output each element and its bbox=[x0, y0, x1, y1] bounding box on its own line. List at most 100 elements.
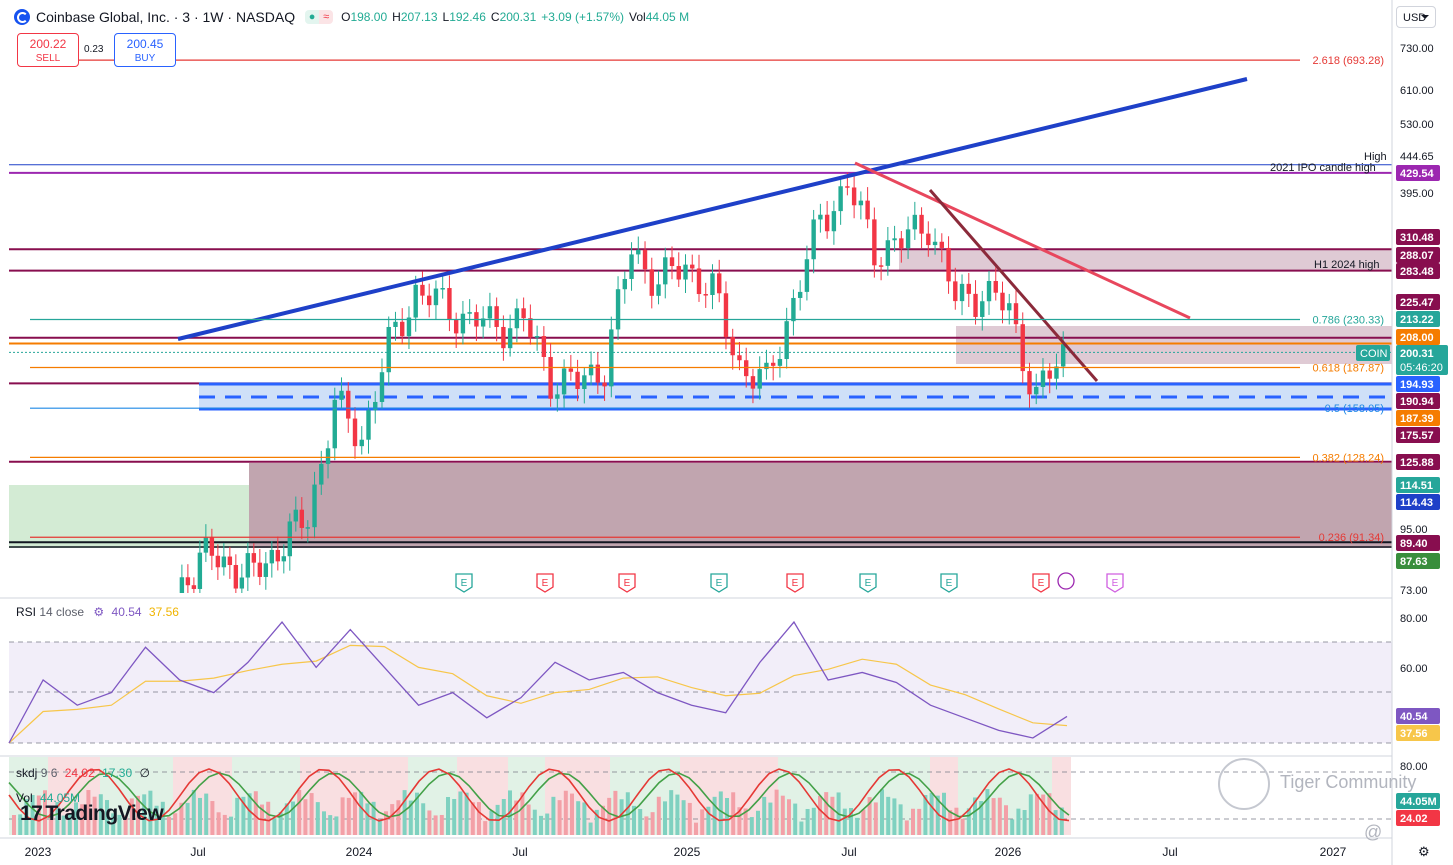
price-tag-text-6: 208.00 bbox=[1400, 332, 1434, 344]
candle-body bbox=[426, 295, 432, 306]
price-tag-4 bbox=[1396, 294, 1440, 310]
price-tag-3 bbox=[1396, 263, 1440, 279]
ipo-annotation: 2021 IPO candle high bbox=[1270, 162, 1376, 174]
skdj-pane bbox=[0, 755, 1392, 835]
candle-body bbox=[501, 326, 506, 349]
volume-bar bbox=[284, 803, 289, 835]
candle-body bbox=[851, 187, 857, 206]
volume-bar bbox=[861, 809, 866, 835]
candle-body bbox=[966, 283, 971, 294]
volume-bar bbox=[594, 809, 599, 835]
volume-bar bbox=[464, 792, 469, 835]
volume-bar bbox=[532, 809, 537, 835]
candle-body bbox=[615, 289, 621, 330]
earnings-letter-8: E bbox=[1112, 578, 1119, 589]
candle-body bbox=[831, 211, 837, 232]
volume-bar bbox=[173, 813, 178, 835]
last-price-value: 200.31 bbox=[1400, 348, 1434, 360]
sell-button[interactable]: 200.22 SELL bbox=[17, 33, 79, 67]
price-tag-5 bbox=[1396, 311, 1440, 327]
ohlc-volume: Vol44.05 M bbox=[629, 10, 690, 24]
volume-legend[interactable]: Vol 44.05M bbox=[16, 791, 81, 805]
symbol-title[interactable]: Coinbase Global, Inc. · 3 · 1W · NASDAQ bbox=[36, 9, 296, 25]
volume-bar bbox=[67, 814, 72, 835]
volume-bar bbox=[30, 795, 35, 835]
volume-bar bbox=[526, 804, 531, 835]
price-tag-text-15: 87.63 bbox=[1400, 556, 1428, 568]
candle-body bbox=[1027, 371, 1032, 395]
candle-body bbox=[393, 321, 398, 327]
candle-body bbox=[757, 369, 762, 389]
buy-button[interactable]: 200.45 BUY bbox=[114, 33, 176, 67]
falling-trendline bbox=[854, 161, 1191, 320]
volume-bar bbox=[799, 821, 804, 835]
price-tag-1 bbox=[1396, 229, 1440, 245]
volume-bar bbox=[1004, 805, 1008, 835]
candle-body bbox=[568, 368, 574, 372]
candle-body bbox=[683, 264, 688, 280]
volume-bar bbox=[935, 795, 940, 835]
price-tag-14 bbox=[1396, 535, 1440, 551]
price-tag-text-5: 213.22 bbox=[1400, 314, 1434, 326]
candle-body bbox=[932, 241, 938, 246]
candle-body bbox=[447, 288, 452, 320]
volume-bar bbox=[892, 798, 897, 835]
price-tag-11 bbox=[1396, 454, 1440, 470]
rsi-settings-icon[interactable]: ⚙ bbox=[93, 605, 105, 619]
volume-bar bbox=[1016, 808, 1021, 835]
candle-body bbox=[275, 549, 281, 562]
volume-bar bbox=[489, 810, 494, 835]
rsi-pane bbox=[0, 597, 1392, 744]
volume-bar bbox=[297, 789, 302, 835]
earnings-letter-5: E bbox=[865, 578, 872, 589]
volume-bar bbox=[117, 814, 122, 835]
volume-bar bbox=[353, 792, 357, 835]
volume-bar bbox=[731, 792, 736, 835]
candle-body bbox=[919, 214, 924, 234]
volume-bar bbox=[433, 815, 438, 835]
horizontal-levels bbox=[9, 164, 1392, 548]
volume-bar bbox=[973, 797, 977, 835]
candle-body bbox=[663, 257, 668, 285]
skdj-d-line bbox=[8, 772, 1070, 818]
candle-body bbox=[257, 562, 263, 577]
currency-select[interactable]: USD bbox=[1396, 6, 1436, 28]
rsi-legend[interactable]: RSI 14 close ⚙ 40.54 37.56 bbox=[16, 605, 179, 619]
volume-bar bbox=[315, 802, 320, 835]
volume-bar bbox=[61, 815, 66, 835]
symbol-status-pill[interactable]: ● ≈ bbox=[305, 10, 334, 24]
tradingview-logo[interactable]: 17 TradingView bbox=[20, 802, 164, 825]
volume-bar bbox=[855, 817, 860, 835]
volume-bar bbox=[793, 803, 798, 835]
y-tick-0: 730.00 bbox=[1400, 43, 1434, 55]
x-tick-label-5: Jul bbox=[841, 845, 856, 859]
candle-body bbox=[1054, 366, 1059, 379]
volume-bar bbox=[24, 799, 29, 835]
price-tag-text-16: 40.54 bbox=[1400, 711, 1428, 723]
candle-body bbox=[723, 293, 729, 338]
price-tag-13 bbox=[1396, 494, 1440, 510]
volume-bar bbox=[607, 797, 612, 835]
ohlc-high: H207.13 bbox=[392, 10, 438, 24]
candle-body bbox=[233, 565, 239, 589]
candle-body bbox=[480, 318, 486, 327]
skdj-legend[interactable]: skdj 9 6 24.02 17.30 ∅ bbox=[16, 766, 150, 780]
rsi-band bbox=[9, 642, 1392, 743]
chart-settings-icon[interactable]: ⚙ bbox=[1418, 844, 1430, 859]
volume-bar bbox=[198, 797, 202, 835]
volume-bar bbox=[632, 805, 636, 835]
volume-bar bbox=[904, 820, 909, 835]
y-tick-8: 80.00 bbox=[1400, 761, 1428, 773]
bar-countdown: 05:46:20 bbox=[1400, 362, 1443, 374]
sell-label: SELL bbox=[35, 53, 61, 64]
candle-body bbox=[352, 418, 358, 447]
candle-body bbox=[899, 238, 904, 249]
earnings-marker-6 bbox=[940, 573, 958, 593]
volume-bar bbox=[1041, 794, 1046, 835]
volume-bar bbox=[625, 792, 630, 835]
ohlc-low: L192.46 bbox=[442, 10, 486, 24]
candle-body bbox=[251, 553, 257, 563]
candle-body bbox=[946, 247, 951, 282]
fib-label-1: 0.786 (230.33) bbox=[1312, 315, 1384, 327]
skdj-k-line bbox=[8, 768, 1070, 822]
